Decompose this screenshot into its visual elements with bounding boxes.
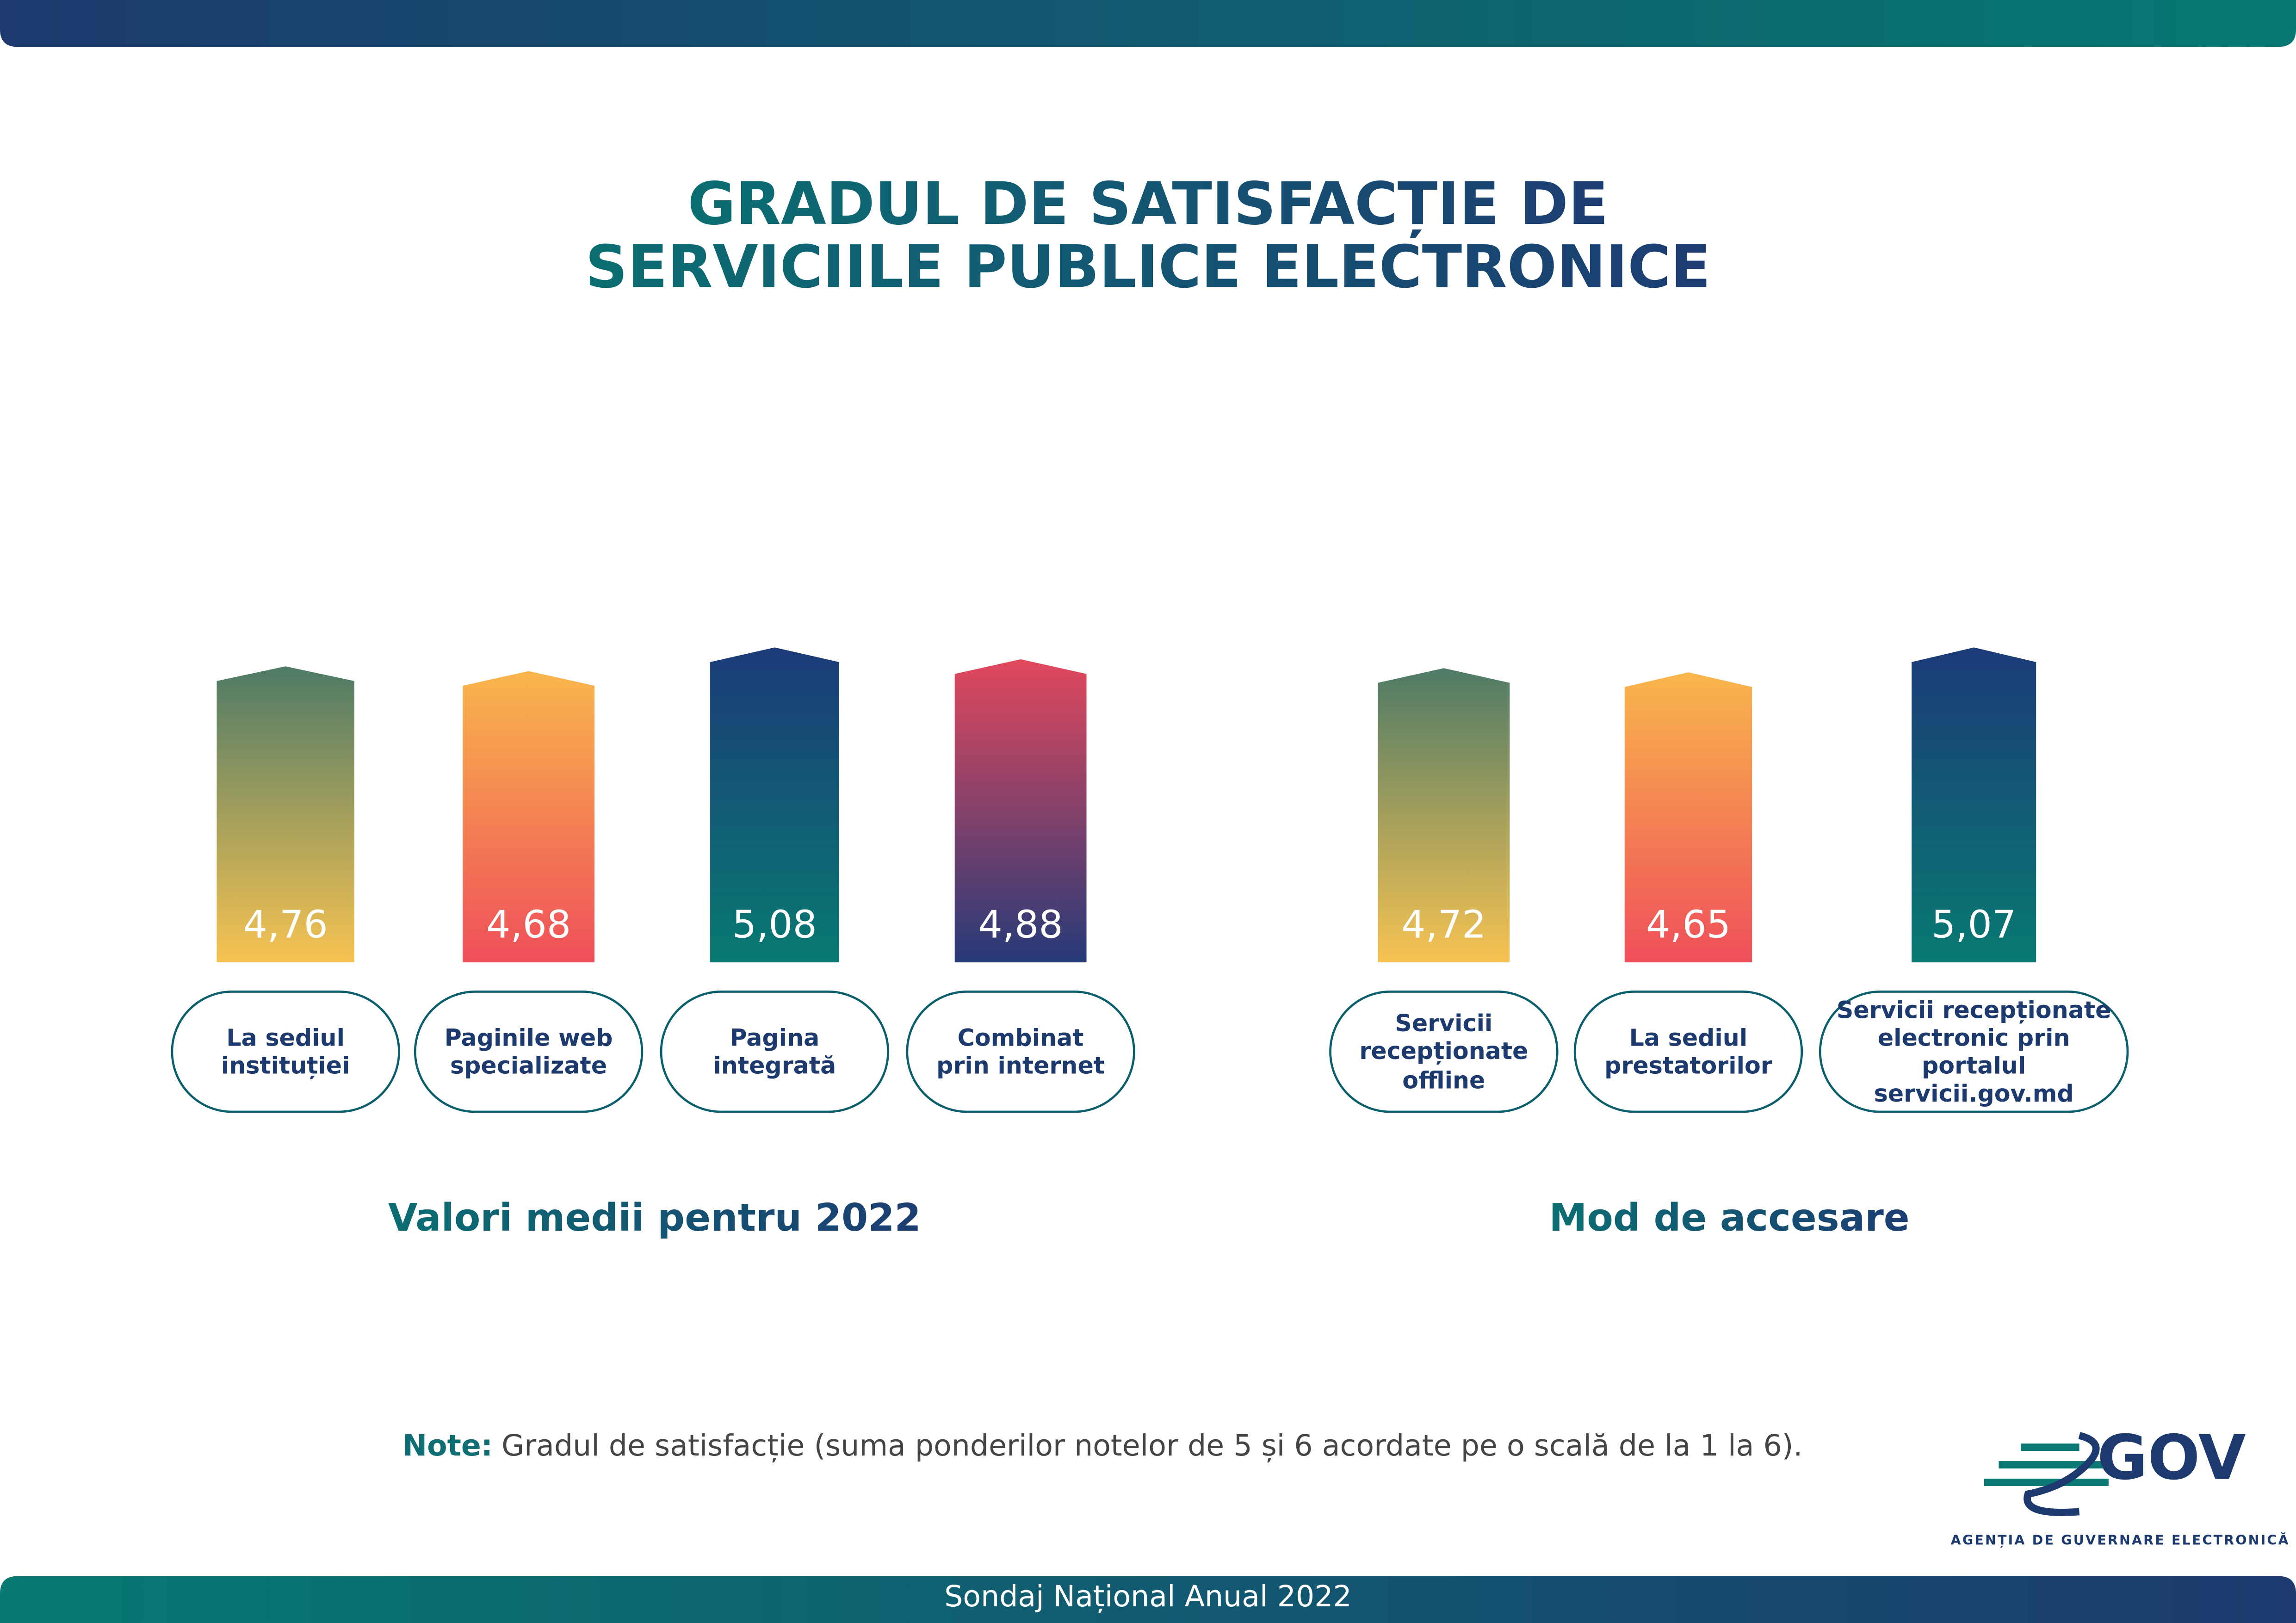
category-label: La sediul prestatorilor xyxy=(1604,1023,1772,1080)
category-box: La sediul instituției xyxy=(221,1023,350,1080)
category-pill xyxy=(1329,991,1559,1113)
category-pill xyxy=(171,991,400,1113)
value-label: 4,68 xyxy=(486,903,571,947)
bar xyxy=(1378,668,1510,963)
category-label: Combinat prin internet xyxy=(936,1023,1105,1080)
category-box: Servicii recepționate electronic prin po… xyxy=(1836,995,2111,1108)
category-box: La sediul prestatorilor xyxy=(1604,1023,1772,1080)
bar xyxy=(1624,672,1752,963)
note: Note: Gradul de satisfacție (suma ponderi… xyxy=(402,1428,1802,1462)
bar xyxy=(1912,647,2036,963)
value-label: 5,07 xyxy=(1931,903,2016,947)
bar xyxy=(463,671,595,963)
bar xyxy=(954,659,1087,963)
category-label: Pagina integrată xyxy=(713,1023,836,1080)
category-label: Servicii recepționate offline xyxy=(1359,1010,1529,1094)
category-label: Paginile web specializate xyxy=(444,1023,613,1080)
title-line: SERVICIILE PUBLICE ELECTRONICE xyxy=(585,232,1710,301)
category-box: Pagina integrată xyxy=(713,1023,836,1080)
category-pill xyxy=(660,991,890,1113)
category-box: Paginile web specializate xyxy=(444,1023,613,1080)
value-label: 4,65 xyxy=(1646,903,1731,947)
logo-swoosh xyxy=(2024,1432,2100,1516)
category-pill xyxy=(414,991,644,1113)
category-pill xyxy=(906,991,1135,1113)
bar xyxy=(710,647,839,963)
header-bar xyxy=(0,0,2296,47)
value-label: 4,88 xyxy=(978,903,1063,947)
chart-title: Mod de accesare xyxy=(1549,1196,1910,1240)
value-label: 4,76 xyxy=(243,903,328,947)
category-box: Servicii recepționate offline xyxy=(1359,1010,1529,1094)
chart-title: Valori medii pentru 2022 xyxy=(388,1196,921,1240)
logo: GOV AGENȚIA DE GUVERNARE ELECTRONICĂ xyxy=(1951,1422,2290,1548)
footer-text: Sondaj Național Anual 2022 xyxy=(944,1579,1352,1613)
category-pill xyxy=(1819,991,2129,1113)
logo-subtitle: AGENȚIA DE GUVERNARE ELECTRONICĂ xyxy=(1951,1532,2290,1548)
footer-bar xyxy=(0,1576,2296,1623)
logo-text: GOV xyxy=(2097,1422,2246,1493)
note-text: Gradul de satisfacție (suma ponderilor n… xyxy=(501,1428,1802,1462)
title-line: GRADUL DE SATISFACȚIE DE xyxy=(688,169,1609,238)
bar xyxy=(217,666,354,963)
category-pill xyxy=(1573,991,1803,1113)
note-label: Note: xyxy=(402,1428,493,1462)
category-label: Servicii recepționate electronic prin po… xyxy=(1836,995,2111,1108)
category-box: Combinat prin internet xyxy=(936,1023,1105,1080)
category-label: La sediul instituției xyxy=(221,1023,350,1080)
value-label: 4,72 xyxy=(1401,903,1486,947)
value-label: 5,08 xyxy=(732,903,817,947)
